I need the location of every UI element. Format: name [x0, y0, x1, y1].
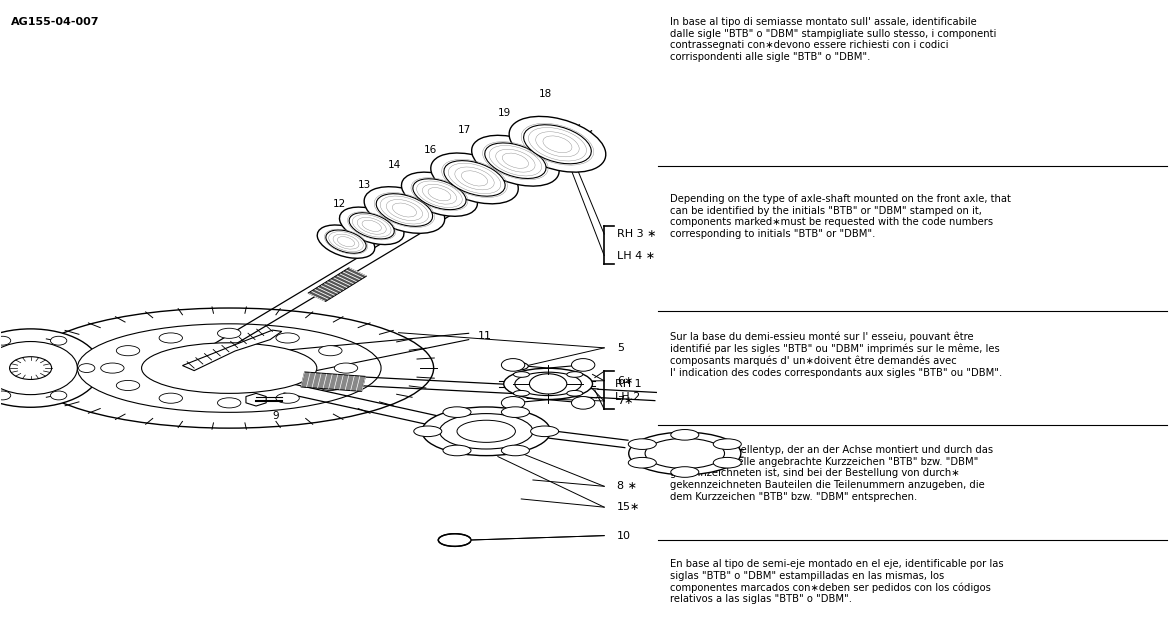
- Ellipse shape: [571, 396, 595, 409]
- Ellipse shape: [50, 391, 67, 400]
- Ellipse shape: [439, 413, 533, 449]
- Ellipse shape: [509, 116, 605, 172]
- Ellipse shape: [218, 328, 241, 338]
- Ellipse shape: [0, 329, 101, 407]
- Ellipse shape: [501, 359, 525, 371]
- Polygon shape: [246, 393, 266, 406]
- Ellipse shape: [513, 371, 529, 377]
- Ellipse shape: [364, 187, 445, 233]
- Ellipse shape: [402, 172, 478, 217]
- Ellipse shape: [645, 438, 725, 469]
- Ellipse shape: [9, 357, 52, 380]
- Ellipse shape: [78, 364, 95, 373]
- Text: In base al tipo di semiasse montato sull' assale, identificabile
dalle sigle "BT: In base al tipo di semiasse montato sull…: [670, 17, 997, 62]
- Ellipse shape: [529, 374, 567, 394]
- Ellipse shape: [438, 534, 471, 546]
- Ellipse shape: [501, 396, 525, 409]
- Ellipse shape: [326, 230, 367, 253]
- Text: 17: 17: [458, 126, 471, 135]
- Ellipse shape: [276, 393, 300, 403]
- Ellipse shape: [159, 393, 183, 403]
- Ellipse shape: [629, 457, 656, 468]
- Ellipse shape: [159, 333, 183, 343]
- Ellipse shape: [509, 363, 528, 370]
- Ellipse shape: [340, 207, 404, 244]
- Ellipse shape: [142, 343, 317, 393]
- Ellipse shape: [319, 345, 342, 356]
- Text: 16: 16: [424, 145, 437, 155]
- Ellipse shape: [443, 445, 471, 456]
- Ellipse shape: [376, 194, 432, 226]
- Ellipse shape: [515, 372, 582, 396]
- Polygon shape: [183, 330, 282, 371]
- Ellipse shape: [671, 429, 699, 440]
- Text: 18: 18: [539, 89, 553, 99]
- Ellipse shape: [431, 153, 519, 204]
- Ellipse shape: [0, 391, 11, 400]
- Ellipse shape: [567, 371, 583, 377]
- Text: 7∗: 7∗: [617, 396, 634, 406]
- Text: 14: 14: [388, 159, 402, 170]
- Ellipse shape: [413, 426, 441, 437]
- Ellipse shape: [513, 391, 529, 396]
- Text: AG155-04-007: AG155-04-007: [11, 17, 100, 27]
- Text: 15∗: 15∗: [617, 502, 641, 512]
- Ellipse shape: [50, 337, 67, 345]
- Ellipse shape: [713, 457, 741, 468]
- Ellipse shape: [349, 213, 395, 239]
- Text: Je nach Achswellentyp, der an der Achse montiert und durch das
an der Achswelle : Je nach Achswellentyp, der an der Achse …: [670, 445, 994, 502]
- Text: 19: 19: [499, 108, 512, 117]
- Text: 8 ∗: 8 ∗: [617, 481, 637, 491]
- Ellipse shape: [671, 467, 699, 478]
- Ellipse shape: [504, 368, 593, 399]
- Text: RH 1
LH 2: RH 1 LH 2: [615, 378, 642, 402]
- Polygon shape: [308, 268, 367, 302]
- Text: 10: 10: [617, 531, 631, 540]
- Ellipse shape: [501, 407, 529, 417]
- Polygon shape: [301, 372, 365, 391]
- Ellipse shape: [472, 135, 560, 186]
- Ellipse shape: [523, 124, 591, 164]
- Ellipse shape: [443, 407, 471, 417]
- Ellipse shape: [25, 308, 433, 428]
- Text: Depending on the type of axle-shaft mounted on the front axle, that
can be ident: Depending on the type of axle-shaft moun…: [670, 194, 1011, 239]
- Ellipse shape: [335, 363, 357, 373]
- Text: 5: 5: [617, 343, 624, 353]
- Ellipse shape: [0, 342, 77, 394]
- Ellipse shape: [530, 426, 559, 437]
- Ellipse shape: [501, 445, 529, 456]
- Ellipse shape: [116, 380, 139, 391]
- Ellipse shape: [101, 363, 124, 373]
- Ellipse shape: [457, 420, 515, 443]
- Ellipse shape: [571, 359, 595, 371]
- Text: RH 3 ∗: RH 3 ∗: [617, 229, 657, 239]
- Ellipse shape: [713, 439, 741, 450]
- Ellipse shape: [629, 432, 741, 475]
- Ellipse shape: [444, 161, 505, 196]
- Ellipse shape: [629, 439, 656, 450]
- Ellipse shape: [422, 407, 550, 456]
- Ellipse shape: [485, 143, 546, 178]
- Ellipse shape: [413, 179, 466, 210]
- Ellipse shape: [218, 398, 241, 408]
- Ellipse shape: [317, 225, 375, 258]
- Text: 6∗: 6∗: [617, 376, 634, 385]
- Ellipse shape: [0, 337, 11, 345]
- Text: LH 4 ∗: LH 4 ∗: [617, 251, 655, 260]
- Ellipse shape: [319, 380, 342, 391]
- Ellipse shape: [77, 324, 381, 412]
- Text: 9: 9: [273, 411, 279, 421]
- Ellipse shape: [276, 333, 300, 343]
- Text: Sur la base du demi-essieu monté sur l' esseiu, pouvant être
identifié par les s: Sur la base du demi-essieu monté sur l' …: [670, 331, 1002, 378]
- Text: 12: 12: [333, 199, 345, 209]
- Ellipse shape: [567, 391, 583, 396]
- Text: 11: 11: [478, 331, 492, 342]
- Ellipse shape: [116, 345, 139, 356]
- Text: En base al tipo de semi-eje montado en el eje, identificable por las
siglas "BTB: En base al tipo de semi-eje montado en e…: [670, 559, 1004, 605]
- Text: 13: 13: [357, 180, 371, 190]
